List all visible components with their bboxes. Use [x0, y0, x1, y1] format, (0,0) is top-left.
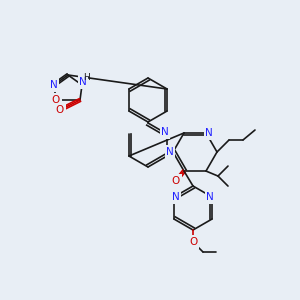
Text: N: N — [161, 127, 169, 137]
Text: O: O — [56, 105, 64, 115]
Text: H: H — [84, 73, 90, 82]
Text: N: N — [166, 147, 174, 157]
Text: N: N — [172, 192, 180, 202]
Text: O: O — [52, 95, 60, 105]
Text: O: O — [172, 176, 180, 186]
Text: N: N — [206, 192, 214, 202]
Text: O: O — [189, 237, 197, 247]
Text: N: N — [205, 128, 213, 138]
Text: N: N — [50, 80, 58, 90]
Text: N: N — [79, 77, 87, 87]
